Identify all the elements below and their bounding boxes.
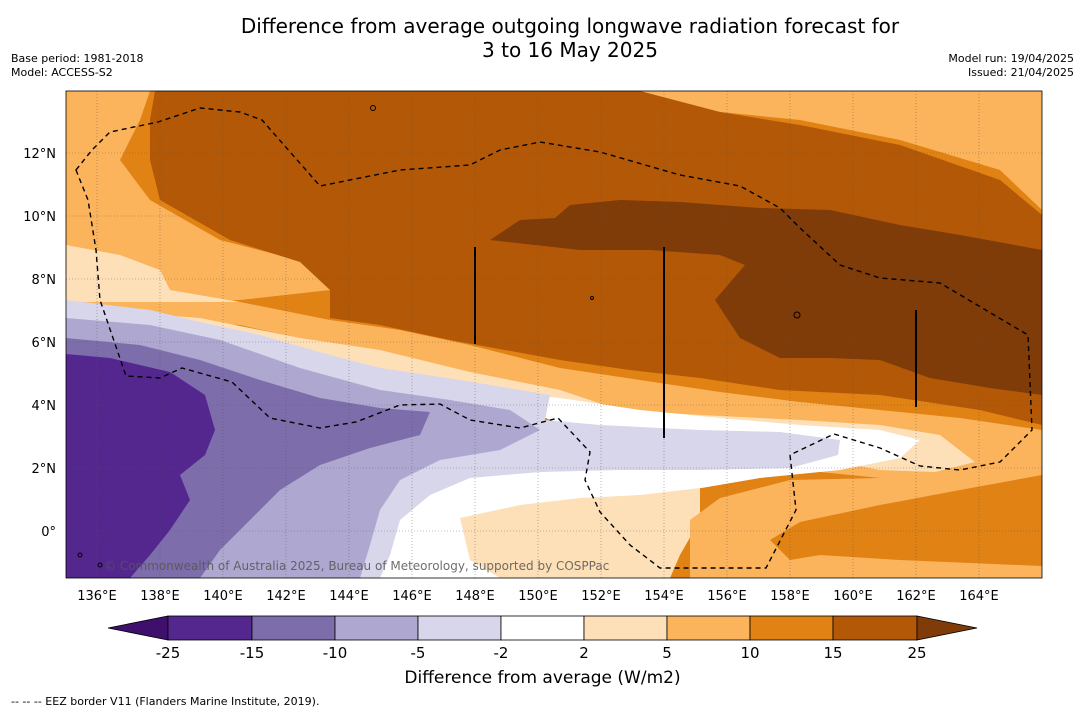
colorbar-tick: 5 xyxy=(662,644,672,662)
colorbar-extend-high xyxy=(916,615,978,641)
colorbar-segment xyxy=(666,615,751,641)
lon-tick: 162°E xyxy=(896,589,936,604)
colorbar-ticks: -25 -15 -10 -5 -2 2 5 10 15 25 xyxy=(156,644,927,662)
plot-frame xyxy=(65,90,1043,579)
field-2-5-south xyxy=(460,488,700,578)
colorbar-tick: 15 xyxy=(823,644,842,662)
colorbar-segment xyxy=(749,615,834,641)
field-2-5-northwest xyxy=(66,245,240,302)
colorbar-tick: 10 xyxy=(740,644,759,662)
colorbar-tick: -15 xyxy=(240,644,265,662)
field-minus-15-to-25 xyxy=(66,354,215,578)
eez-legend-note: -- -- -- EEZ border V11 (Flanders Marine… xyxy=(11,695,320,708)
field-above-25 xyxy=(490,200,1042,395)
lat-tick: 10°N xyxy=(23,210,56,225)
lon-tick: 164°E xyxy=(959,589,999,604)
lon-tick: 154°E xyxy=(644,589,684,604)
lon-tick: 142°E xyxy=(266,589,306,604)
lon-tick: 136°E xyxy=(77,589,117,604)
lat-tick: 8°N xyxy=(32,273,57,288)
boundary-lines xyxy=(474,247,917,438)
base-period: Base period: 1981-2018 xyxy=(11,52,144,65)
colorbar-tick: 25 xyxy=(907,644,926,662)
field-10-15-southeast xyxy=(770,475,1042,566)
lat-tick: 4°N xyxy=(32,399,57,414)
copyright-notice: © Commonwealth of Australia 2025, Bureau… xyxy=(104,559,610,573)
meta-right: Model run: 19/04/2025 Issued: 21/04/2025 xyxy=(948,52,1074,80)
anomaly-fields xyxy=(66,91,1042,578)
colorbar-segment xyxy=(500,615,585,641)
colorbar-segment xyxy=(417,615,502,641)
map-title-line-2: 3 to 16 May 2025 xyxy=(482,38,658,62)
lon-tick: 144°E xyxy=(329,589,369,604)
lon-tick: 146°E xyxy=(392,589,432,604)
lon-tick: 152°E xyxy=(581,589,621,604)
colorbar-tick: -2 xyxy=(494,644,509,662)
lon-tick: 156°E xyxy=(707,589,747,604)
colorbar-tick: -5 xyxy=(411,644,426,662)
colorbar-tick: -25 xyxy=(156,644,181,662)
map-title-line-1: Difference from average outgoing longwav… xyxy=(240,14,900,38)
colorbar-tick: 2 xyxy=(579,644,589,662)
colorbar-extend-low xyxy=(107,615,169,641)
model-run: Model run: 19/04/2025 xyxy=(948,52,1074,65)
eez-outline xyxy=(75,107,1033,569)
lon-tick: 160°E xyxy=(833,589,873,604)
colorbar: -25 -15 -10 -5 -2 2 5 10 15 25 xyxy=(107,615,978,662)
islands xyxy=(77,105,801,568)
colorbar-tick: -10 xyxy=(323,644,348,662)
field-5-10-northwest xyxy=(66,91,330,305)
lat-tick: 6°N xyxy=(32,336,57,351)
lon-tick: 148°E xyxy=(455,589,495,604)
lon-tick: 138°E xyxy=(140,589,180,604)
field-5-10-northeast xyxy=(640,91,1042,210)
lat-tick: 2°N xyxy=(32,462,57,477)
meta-left: Base period: 1981-2018 Model: ACCESS-S2 xyxy=(11,52,143,80)
issued-date: Issued: 21/04/2025 xyxy=(967,66,1074,79)
colorbar-segment xyxy=(832,615,918,641)
graticule xyxy=(66,91,1042,578)
colorbar-segment xyxy=(251,615,336,641)
eez-border xyxy=(75,107,1033,569)
colorbar-segment xyxy=(334,615,419,641)
model-name: Model: ACCESS-S2 xyxy=(11,66,113,79)
lon-tick: 140°E xyxy=(203,589,243,604)
lon-tick: 150°E xyxy=(518,589,558,604)
lon-tick-labels: 136°E 138°E 140°E 142°E 144°E 146°E 148°… xyxy=(77,589,999,604)
colorbar-segment xyxy=(583,615,668,641)
colorbar-label: Difference from average (W/m2) xyxy=(404,668,681,688)
lat-tick: 0° xyxy=(41,525,56,540)
lat-tick: 12°N xyxy=(23,147,56,162)
lat-tick-labels: 12°N 10°N 8°N 6°N 4°N 2°N 0° xyxy=(23,147,56,540)
colorbar-segment xyxy=(167,615,253,641)
lon-tick: 158°E xyxy=(770,589,810,604)
